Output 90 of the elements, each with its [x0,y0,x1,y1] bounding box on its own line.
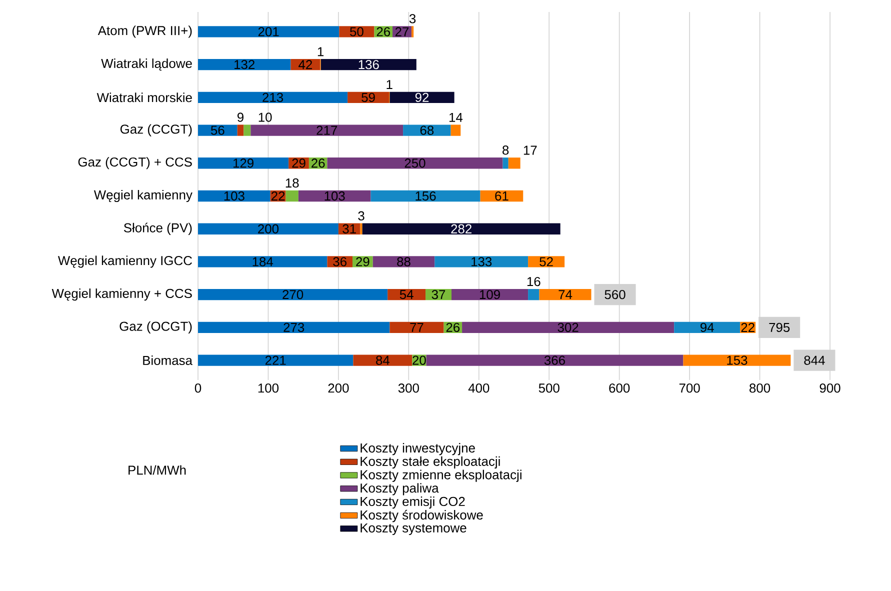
data-label: 213 [262,92,284,102]
x-tick-label: 500 [538,384,560,393]
data-label: 9 [237,112,244,122]
data-label: 26 [376,27,390,36]
data-label: 273 [284,322,304,332]
legend-label: Koszty stałe eksploatacji [360,456,500,469]
data-label: 217 [316,126,338,135]
y-tick-label: Węgiel kamienny + CCS [52,288,192,301]
data-label: 42 [298,60,312,70]
legend-label: Koszty zmienne eksploatacji [360,470,522,482]
data-label: 20 [412,356,426,365]
y-tick-label: Węgiel kamienny IGCC [58,256,192,268]
x-tick-label: 200 [328,384,349,393]
data-label: 92 [415,92,429,102]
data-label: 77 [410,322,424,332]
data-label: 282 [451,224,472,234]
data-label: 10 [258,112,272,122]
x-tick-label: 600 [609,384,630,393]
data-label: 1 [386,80,392,89]
data-label: 29 [292,158,306,168]
data-label: 26 [446,322,460,332]
y-tick-label: Gaz (CCGT) + CCS [78,157,192,170]
total-label: 560 [604,290,626,300]
data-label: 16 [527,276,540,286]
x-tick-label: 0 [194,384,202,393]
legend-label: Koszty systemowe [360,523,466,536]
data-label: 156 [416,191,436,201]
data-label: 84 [376,356,390,365]
data-label: 129 [233,158,254,168]
data-label: 36 [333,257,346,266]
data-label: 17 [524,146,537,155]
data-label: 1 [318,47,324,56]
data-label: 184 [252,257,274,266]
y-tick-label: Atom (PWR III+) [98,26,192,38]
data-label: 74 [558,290,572,300]
total-label: 795 [769,322,790,332]
data-label: 109 [480,290,500,300]
data-label: 103 [224,191,244,201]
data-label: 250 [404,158,426,168]
total-label: 844 [804,356,825,365]
data-label: 94 [700,322,714,332]
data-label: 201 [258,27,279,36]
data-label: 27 [395,27,409,36]
x-tick-label: 800 [750,384,770,393]
data-label: 270 [282,290,304,300]
y-tick-label: Wiatraki lądowe [101,58,192,71]
data-label: 3 [409,14,416,24]
data-label: 59 [362,92,375,102]
data-label: 133 [472,257,492,266]
x-tick-label: 900 [820,384,840,393]
data-label: 136 [358,60,379,70]
data-label: 221 [265,356,286,365]
y-tick-label: Wiatraki morskie [96,92,192,102]
data-label: 68 [420,126,434,135]
y-tick-label: Gaz (CCGT) [120,124,192,136]
data-label: 52 [540,257,553,266]
data-label: 153 [727,356,748,365]
x-tick-label: 300 [398,384,419,393]
data-label: 54 [400,290,414,300]
data-label: 88 [397,257,410,266]
legend-label: Koszty środowiskowe [360,510,483,522]
y-tick-label: Słońce (PV) [124,222,192,235]
data-label: 366 [544,356,565,365]
data-label: 132 [234,60,254,70]
text: PLN/MWh [128,465,186,475]
legend-label: Koszty inwestycyjne [360,443,475,456]
x-tick-label: 400 [468,384,490,393]
data-label: 56 [210,126,224,135]
data-label: 103 [324,191,345,201]
data-label: 200 [258,224,279,234]
data-label: 14 [450,112,463,122]
y-tick-label: Węgiel kamienny [94,190,192,202]
data-label: 31 [342,224,356,234]
data-label: 18 [286,178,299,188]
data-label: 302 [558,322,578,332]
data-label: 37 [432,290,446,300]
data-label: 22 [272,191,285,201]
data-label: 29 [356,257,370,266]
y-tick-label: Gaz (OCGT) [120,321,192,334]
legend-label: Koszty emisji CO2 [360,496,465,509]
data-label: 8 [502,146,509,155]
data-label: 61 [495,191,508,201]
data-label: 50 [350,27,364,36]
data-label: 26 [312,158,325,168]
data-label: 22 [741,322,754,332]
data-label: 3 [358,211,364,220]
legend-label: Koszty paliwa [360,483,439,496]
x-tick-label: 100 [258,384,279,393]
y-tick-label: Biomasa [143,356,192,366]
x-tick-label: 700 [679,384,700,393]
